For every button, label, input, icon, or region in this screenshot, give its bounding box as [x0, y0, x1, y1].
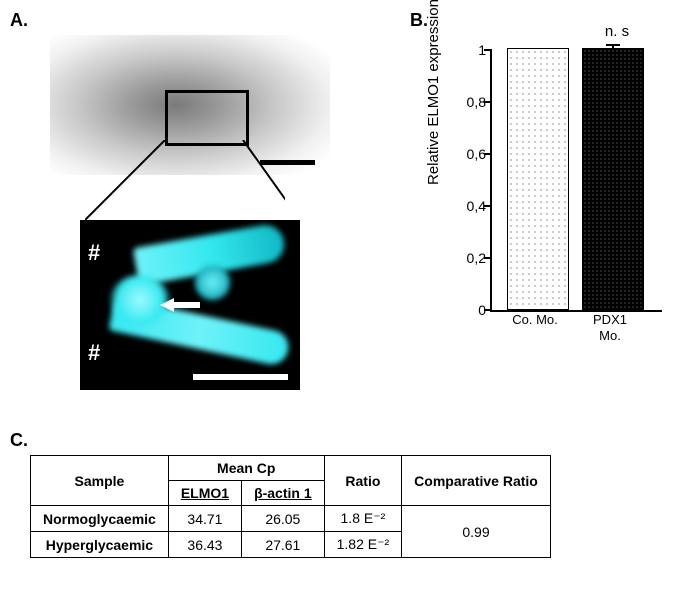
x-cat-2-line1: PDX1 [593, 312, 627, 327]
plot-area: n. s 00,20,40,60,81 [490, 50, 662, 312]
hash-marker-top: # [88, 240, 100, 266]
ns-annotation: n. s [587, 23, 647, 40]
th-bactin: β-actin 1 [242, 481, 325, 506]
th-ratio: Ratio [324, 456, 402, 506]
panel-label-a: A. [10, 10, 28, 31]
cell-bactin-1: 26.05 [242, 506, 325, 532]
scalebar-bottom [193, 374, 288, 380]
y-tick-label: 0,8 [467, 94, 486, 110]
th-comp-ratio: Comparative Ratio [402, 456, 551, 506]
scalebar-top [260, 160, 315, 165]
data-table: Sample Mean Cp Ratio Comparative Ratio E… [30, 455, 551, 558]
th-sample: Sample [31, 456, 169, 506]
th-elmo1: ELMO1 [168, 481, 241, 506]
micrograph-overview [50, 35, 330, 175]
bar-pdx1 [582, 48, 644, 310]
cell-ratio-2: 1.82 E⁻² [324, 532, 402, 558]
x-cat-1-line1: Co. Mo. [512, 312, 558, 327]
bar-control [507, 48, 569, 310]
th-comp-ratio-text: Comparative Ratio [414, 473, 538, 489]
roi-box [165, 90, 249, 146]
hash-marker-bottom: # [88, 340, 100, 366]
y-tick-label: 0 [478, 302, 486, 318]
cell-bactin-2: 27.61 [242, 532, 325, 558]
cell-elmo1-1: 34.71 [168, 506, 241, 532]
micrograph-fluorescence: # # [80, 220, 300, 390]
cell-sample-2: Hyperglycaemic [31, 532, 169, 558]
arrow-indicator [160, 298, 200, 312]
y-axis-label: Relative ELMO1 expression [425, 0, 442, 185]
bar-chart: Relative ELMO1 expression n. s 00,20,40,… [440, 40, 680, 360]
x-category-1: Co. Mo. [505, 312, 565, 328]
cell-comp-ratio: 0.99 [402, 506, 551, 558]
y-tick-label: 0,6 [467, 146, 486, 162]
x-cat-2-line2: Mo. [599, 328, 621, 343]
y-tick-label: 0,2 [467, 250, 486, 266]
x-category-2: PDX1 Mo. [580, 312, 640, 343]
y-tick-label: 0,4 [467, 198, 486, 214]
figure-container: A. B. C. # # Relative ELMO1 expression [10, 10, 687, 582]
cell-ratio-1: 1.8 E⁻² [324, 506, 402, 532]
th-meancp: Mean Cp [168, 456, 324, 481]
error-cap [606, 44, 620, 46]
y-tick-label: 1 [478, 42, 486, 58]
cell-sample-1: Normoglycaemic [31, 506, 169, 532]
panel-label-c: C. [10, 430, 28, 451]
table-header-row-1: Sample Mean Cp Ratio Comparative Ratio [31, 456, 551, 481]
table-row: Normoglycaemic 34.71 26.05 1.8 E⁻² 0.99 [31, 506, 551, 532]
cell-elmo1-2: 36.43 [168, 532, 241, 558]
